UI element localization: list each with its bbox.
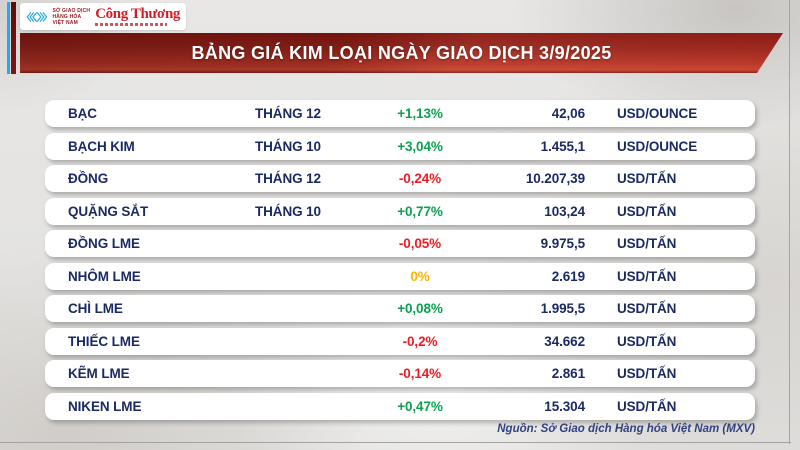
price-unit: USD/TẤN [617, 171, 677, 186]
price-unit: USD/TẤN [617, 366, 677, 381]
metal-name: KẼM LME [68, 366, 130, 381]
price-unit: USD/TẤN [617, 203, 677, 219]
mxv-text-line: SỞ GIAO DỊCH [52, 7, 91, 14]
mxv-logo-icon [26, 11, 48, 22]
title-banner: BẢNG GIÁ KIM LOẠI NGÀY GIAO DỊCH 3/9/202… [20, 33, 783, 73]
frame-line-vertical [789, 0, 790, 444]
mxv-text-line: VIỆT NAM [52, 19, 78, 26]
price-value: 1.455,1 [540, 138, 585, 154]
table-row: NHÔM LME 0% 2.619 USD/TẤN [45, 262, 755, 290]
change-percent: -0,14% [398, 366, 442, 381]
mxv-text-line: HÀNG HÓA [52, 13, 82, 20]
metal-name: CHÌ LME [68, 301, 123, 316]
table-row: ĐỒNG LME -0,05% 9.975,5 USD/TẤN [45, 230, 755, 257]
table-row: THIẾC LME -0,2% 34.662 USD/TẤN [45, 327, 755, 355]
price-value: 42,06 [551, 106, 585, 121]
metal-name: NIKEN LME [68, 398, 142, 414]
table-row: QUẶNG SẮT THÁNG 10 +0,77% 103,24 USD/TẤN [45, 197, 755, 225]
change-percent: -0,2% [402, 333, 438, 349]
change-percent: -0,05% [398, 236, 442, 251]
contract-month: THÁNG 12 [255, 106, 321, 121]
price-unit: USD/OUNCE [617, 106, 698, 121]
price-value: 10.207,39 [525, 171, 585, 186]
price-unit: USD/TẤN [617, 268, 677, 284]
change-percent: +0,08% [397, 301, 443, 316]
price-table: BẠC THÁNG 12 +1,13% 42,06 USD/OUNCE BẠCH… [45, 100, 755, 425]
table-row: NIKEN LME +0,47% 15.304 USD/TẤN [45, 392, 755, 420]
price-value: 2.619 [551, 268, 585, 284]
price-value: 103,24 [544, 203, 585, 219]
cong-thuong-logo: Công Thương [95, 7, 180, 26]
metal-name: BẠCH KIM [68, 138, 135, 154]
metal-name: ĐỒNG LME [68, 236, 140, 251]
price-unit: USD/TẤN [617, 333, 677, 349]
metal-name: ĐỒNG [68, 171, 109, 186]
metal-name: BẠC [68, 106, 97, 121]
metal-name: QUẶNG SẮT [68, 203, 149, 219]
contract-month: THÁNG 10 [255, 138, 321, 154]
price-unit: USD/OUNCE [617, 138, 698, 154]
table-row: CHÌ LME +0,08% 1.995,5 USD/TẤN [45, 295, 755, 322]
frame-line-horizontal [0, 442, 791, 443]
price-unit: USD/TẤN [617, 398, 677, 414]
change-percent: +1,13% [397, 106, 443, 121]
price-value: 2.861 [551, 366, 585, 381]
change-percent: +0,47% [397, 398, 443, 414]
change-percent: +3,04% [397, 138, 443, 154]
logo-box: SỞ GIAO DỊCH HÀNG HÓA VIỆT NAM Công Thươ… [20, 3, 186, 30]
table-row: BẠC THÁNG 12 +1,13% 42,06 USD/OUNCE [45, 100, 755, 127]
accent-stripe-cyan [7, 2, 10, 74]
contract-month: THÁNG 12 [255, 171, 321, 186]
change-percent: +0,77% [397, 203, 443, 219]
price-value: 1.995,5 [540, 301, 585, 316]
price-value: 34.662 [544, 333, 585, 349]
price-unit: USD/TẤN [617, 301, 677, 316]
contract-month: THÁNG 10 [255, 203, 321, 219]
change-percent: -0,24% [398, 171, 442, 186]
source-note: Nguồn: Sở Giao dịch Hàng hóa Việt Nam (M… [497, 423, 755, 435]
page-title: BẢNG GIÁ KIM LOẠI NGÀY GIAO DỊCH 3/9/202… [191, 42, 612, 63]
price-value: 9.975,5 [540, 236, 585, 251]
table-row: ĐỒNG THÁNG 12 -0,24% 10.207,39 USD/TẤN [45, 165, 755, 192]
cong-thuong-tagline-strip [95, 23, 168, 26]
table-row: BẠCH KIM THÁNG 10 +3,04% 1.455,1 USD/OUN… [45, 132, 755, 160]
accent-stripe-maroon [11, 2, 16, 74]
mxv-logo-text: SỞ GIAO DỊCH HÀNG HÓA VIỆT NAM [52, 8, 90, 26]
table-row: KẼM LME -0,14% 2.861 USD/TẤN [45, 360, 755, 387]
price-value: 15.304 [544, 398, 585, 414]
cong-thuong-wordmark: Công Thương [95, 6, 180, 22]
metal-name: THIẾC LME [68, 333, 140, 349]
metal-name: NHÔM LME [68, 268, 141, 284]
price-unit: USD/TẤN [617, 236, 677, 251]
change-percent: 0% [410, 268, 430, 284]
